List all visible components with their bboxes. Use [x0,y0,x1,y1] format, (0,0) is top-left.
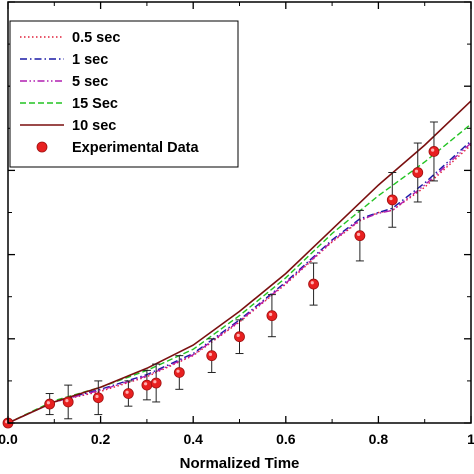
legend-label-0-5-sec: 0.5 sec [72,30,120,46]
experimental-marker [173,367,185,378]
experimental-point [428,121,440,182]
experimental-marker [62,396,74,408]
experimental-point [141,369,153,401]
experimental-point [412,142,424,203]
series-line-1-sec [8,140,471,423]
experimental-marker [122,388,134,399]
experimental-data-layer [2,121,440,429]
experimental-point [206,338,218,373]
experimental-marker-highlight [389,196,393,201]
x-tick-label: 0.8 [369,431,389,447]
experimental-marker-highlight [65,399,69,403]
x-tick-label: 0.0 [0,431,18,447]
experimental-point [92,380,104,416]
experimental-marker-highlight [310,281,314,285]
x-tick-label: 0.4 [183,431,203,447]
legend-label-experimental-data: Experimental Data [72,140,199,156]
experimental-marker-highlight [269,312,273,316]
experimental-point [44,393,56,416]
experimental-marker [412,167,424,178]
experimental-marker-highlight [144,382,148,386]
experimental-point [354,209,366,262]
experimental-marker-highlight [95,394,99,399]
experimental-point [308,262,319,306]
experimental-marker [266,310,278,322]
x-tick-label: 0.6 [276,431,296,447]
experimental-marker-highlight [208,352,213,356]
series-layer [8,100,471,423]
experimental-marker-highlight [176,369,180,373]
legend-label-5-sec: 5 sec [72,74,108,90]
legend: 0.5 sec 1 sec 5 sec 15 Sec 10 sec Experimenta… [9,20,239,168]
experimental-marker [354,230,366,242]
legend-label-15-sec: 15 Sec [72,96,118,112]
experimental-marker-highlight [356,232,361,236]
experimental-marker [141,379,153,391]
x-tick-label: 1 [467,431,474,447]
experimental-marker [92,392,104,404]
legend-label-1-sec: 1 sec [72,52,108,68]
experimental-marker [44,398,56,410]
legend-box [9,20,239,168]
experimental-marker-highlight [125,390,129,394]
experimental-marker [234,331,245,343]
series-line-5-sec [8,142,471,423]
legend-swatch-experimental-data [36,141,48,153]
experimental-marker-highlight [431,148,435,152]
x-axis-title: Normalized Time [180,455,300,472]
axes: 0.0 0.2 0.4 0.6 0.8 1 [0,1,474,447]
experimental-point [234,319,245,355]
experimental-point [122,380,134,407]
experimental-marker-highlight [414,169,419,173]
experimental-marker-highlight [153,380,157,384]
experimental-point [173,355,185,390]
legend-label-10-sec: 10 sec [72,118,116,134]
experimental-marker [428,146,440,157]
experimental-point [150,363,162,403]
experimental-marker-highlight [236,333,240,337]
experimental-marker [386,194,398,206]
experimental-marker [308,278,319,290]
experimental-marker [206,350,218,362]
experimental-marker [150,377,162,389]
experimental-point [266,294,278,338]
series-line-10-sec [8,100,471,423]
experimental-point [62,384,74,420]
x-tick-label: 0.2 [91,431,111,447]
experimental-marker-highlight [46,401,50,405]
experimental-point [386,172,398,228]
